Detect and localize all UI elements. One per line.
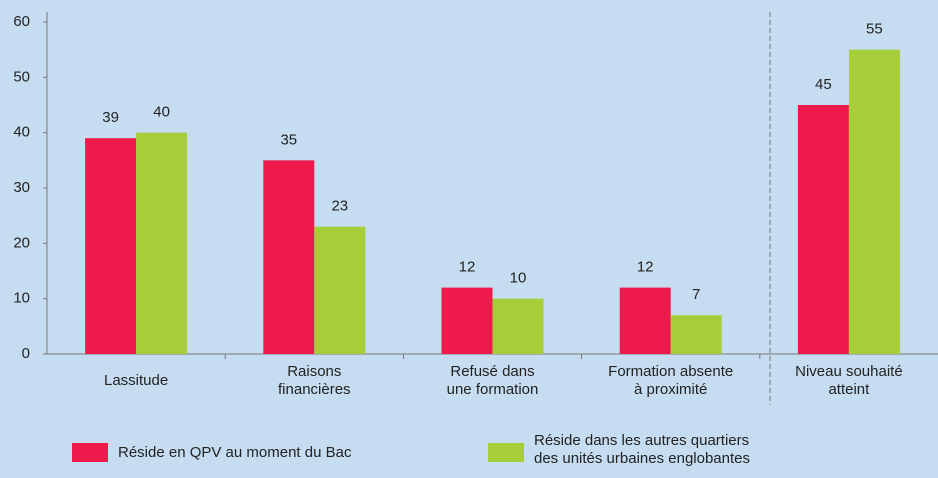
data-label: 12	[459, 259, 476, 276]
bar	[85, 138, 137, 354]
data-label: 55	[866, 21, 883, 38]
data-label: 10	[510, 270, 527, 287]
bar	[848, 49, 900, 355]
bar	[492, 298, 544, 354]
y-tick-label: 10	[13, 290, 30, 307]
y-tick-label: 0	[22, 345, 30, 362]
bar	[263, 160, 315, 354]
bar	[314, 226, 366, 354]
legend-swatch	[72, 443, 108, 462]
bar	[670, 315, 722, 354]
x-tick-label: Lassitude	[104, 372, 168, 389]
data-label: 39	[102, 109, 119, 126]
legend-label: Réside dans les autres quartiers des unit…	[534, 432, 750, 467]
x-tick-label: Niveau souhaité atteint	[795, 363, 903, 398]
data-label: 12	[637, 259, 654, 276]
bar	[797, 105, 849, 354]
legend-label: Réside en QPV au moment du Bac	[118, 444, 352, 461]
y-tick-label: 40	[13, 124, 30, 141]
bar	[136, 132, 188, 354]
x-tick-label: Refusé dans une formation	[447, 363, 539, 398]
data-label: 45	[815, 76, 832, 93]
legend-swatch	[488, 443, 524, 462]
y-tick-label: 20	[13, 234, 30, 251]
y-tick-label: 30	[13, 179, 30, 196]
bar	[619, 287, 671, 354]
bar	[441, 287, 493, 354]
y-tick-label: 50	[13, 68, 30, 85]
data-label: 35	[280, 131, 297, 148]
data-label: 40	[153, 104, 170, 121]
x-tick-label: Formation absente à proximité	[608, 363, 733, 398]
y-tick-label: 60	[13, 13, 30, 30]
x-tick-label: Raisons financières	[278, 363, 351, 398]
data-label: 7	[692, 286, 700, 303]
data-label: 23	[331, 198, 348, 215]
